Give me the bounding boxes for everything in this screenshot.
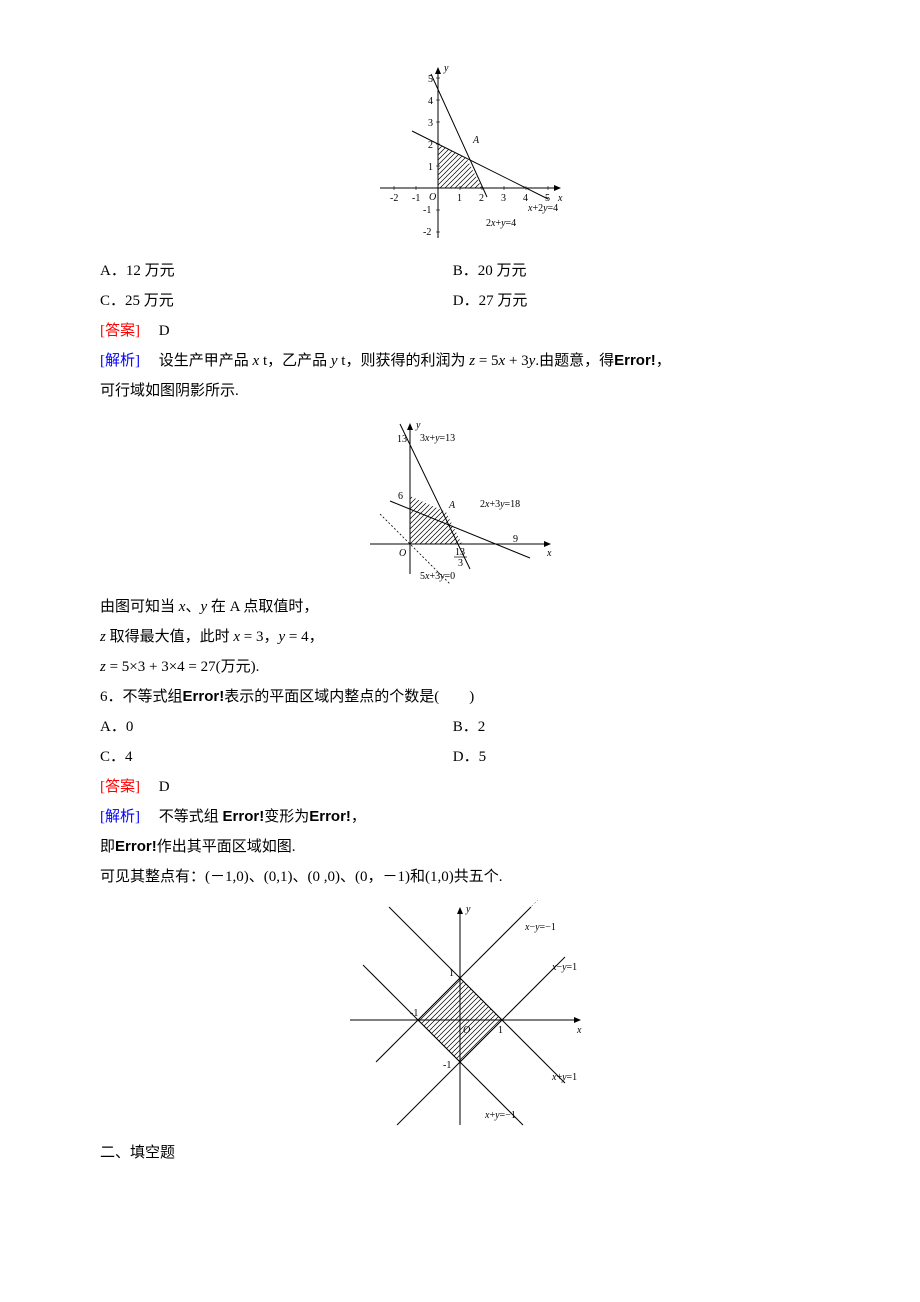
svg-text:y: y [465, 904, 471, 915]
line2-label-1: 3x+y=13 [420, 433, 455, 444]
analysis-5-line2: 可行域如图阴影所示. [100, 376, 820, 406]
analysis-label-6: [解析] [100, 809, 140, 825]
options-5: A．12 万元 B．20 万元 [100, 256, 820, 286]
option-5c: C．25 万元 [100, 286, 453, 316]
svg-text:3: 3 [458, 558, 463, 569]
svg-text:-1: -1 [412, 193, 420, 204]
axis-y-label: y [443, 63, 449, 74]
answer-6: [答案] D [100, 772, 820, 802]
svg-text:y: y [415, 420, 421, 431]
svg-text:-1: -1 [410, 1008, 418, 1019]
question-6: 6．不等式组Error!表示的平面区域内整点的个数是( ) [100, 682, 820, 712]
line3-label-4: x+y=−1 [484, 1110, 516, 1121]
svg-text:-2: -2 [423, 227, 431, 238]
line3-label-2: x−y=1 [551, 962, 577, 973]
analysis-6-l2: 即Error!作出其平面区域如图. [100, 832, 820, 862]
origin-label: O [429, 192, 436, 203]
line3-label-3: x+y=1 [551, 1072, 577, 1083]
diagram-3: x y O 1 1 -1 -1 x−y=−1 x−y=1 x+y=1 x+y=−… [330, 900, 590, 1130]
line2-label-3: 5x+3y=0 [420, 571, 455, 582]
option-6d: D．5 [453, 742, 806, 772]
answer-text-5: D [159, 323, 170, 339]
option-5d: D．27 万元 [453, 286, 806, 316]
analysis-5b-l1: 由图可知当 x、y 在 A 点取值时， [100, 592, 820, 622]
analysis-label-5: [解析] [100, 353, 140, 369]
svg-text:9: 9 [513, 534, 518, 545]
svg-text:1: 1 [498, 1025, 503, 1036]
answer-label-6: [答案] [100, 779, 140, 795]
answer-5: [答案] D [100, 316, 820, 346]
option-5b: B．20 万元 [453, 256, 806, 286]
svg-text:2: 2 [479, 193, 484, 204]
option-6b: B．2 [453, 712, 806, 742]
svg-text:13: 13 [455, 547, 465, 558]
svg-text:3: 3 [428, 118, 433, 129]
option-6a: A．0 [100, 712, 453, 742]
diagram-1: x y O -2-1 12 345 123 45 -1-2 A 2x+y=4 [350, 58, 570, 248]
svg-text:-2: -2 [390, 193, 398, 204]
analysis-5b-l3: z = 5×3 + 3×4 = 27(万元). [100, 652, 820, 682]
svg-text:-1: -1 [423, 205, 431, 216]
analysis-6-l3: 可见其整点有：(－1,0)、(0,1)、(0 ,0)、(0，－1)和(1,0)共… [100, 862, 820, 892]
section-2-heading: 二、填空题 [100, 1138, 820, 1168]
svg-text:1: 1 [449, 968, 454, 979]
svg-text:x: x [546, 548, 552, 559]
line-label-2: x+2y=4 [527, 203, 558, 214]
analysis-5-line1: [解析] 设生产甲产品 x t，乙产品 y t，则获得的利润为 z = 5x +… [100, 346, 820, 376]
options-6: A．0 B．2 [100, 712, 820, 742]
svg-text:1: 1 [428, 162, 433, 173]
svg-text:O: O [399, 548, 406, 559]
line-label-1: 2x+y=4 [486, 218, 516, 229]
svg-text:O: O [463, 1025, 470, 1036]
svg-text:A: A [448, 500, 456, 511]
svg-text:3: 3 [501, 193, 506, 204]
options-5-row2: C．25 万元 D．27 万元 [100, 286, 820, 316]
line3-label-1: x−y=−1 [524, 922, 556, 933]
analysis-6-l1: [解析] 不等式组 Error!变形为Error!， [100, 802, 820, 832]
answer-label-5: [答案] [100, 323, 140, 339]
option-6c: C．4 [100, 742, 453, 772]
line2-label-2: 2x+3y=18 [480, 499, 520, 510]
svg-text:A: A [472, 135, 480, 146]
svg-text:6: 6 [398, 491, 403, 502]
svg-text:1: 1 [457, 193, 462, 204]
option-5a: A．12 万元 [100, 256, 453, 286]
svg-text:4: 4 [428, 96, 433, 107]
options-6-row2: C．4 D．5 [100, 742, 820, 772]
analysis-5b-l2: z 取得最大值，此时 x = 3，y = 4， [100, 622, 820, 652]
diagram-2: x y O 13 6 9 A 13 3 3x+y=13 2x+3y=18 5x+… [350, 414, 570, 584]
answer-text-6: D [159, 779, 170, 795]
svg-text:-1: -1 [443, 1060, 451, 1071]
svg-text:13: 13 [397, 434, 407, 445]
svg-text:x: x [576, 1025, 582, 1036]
